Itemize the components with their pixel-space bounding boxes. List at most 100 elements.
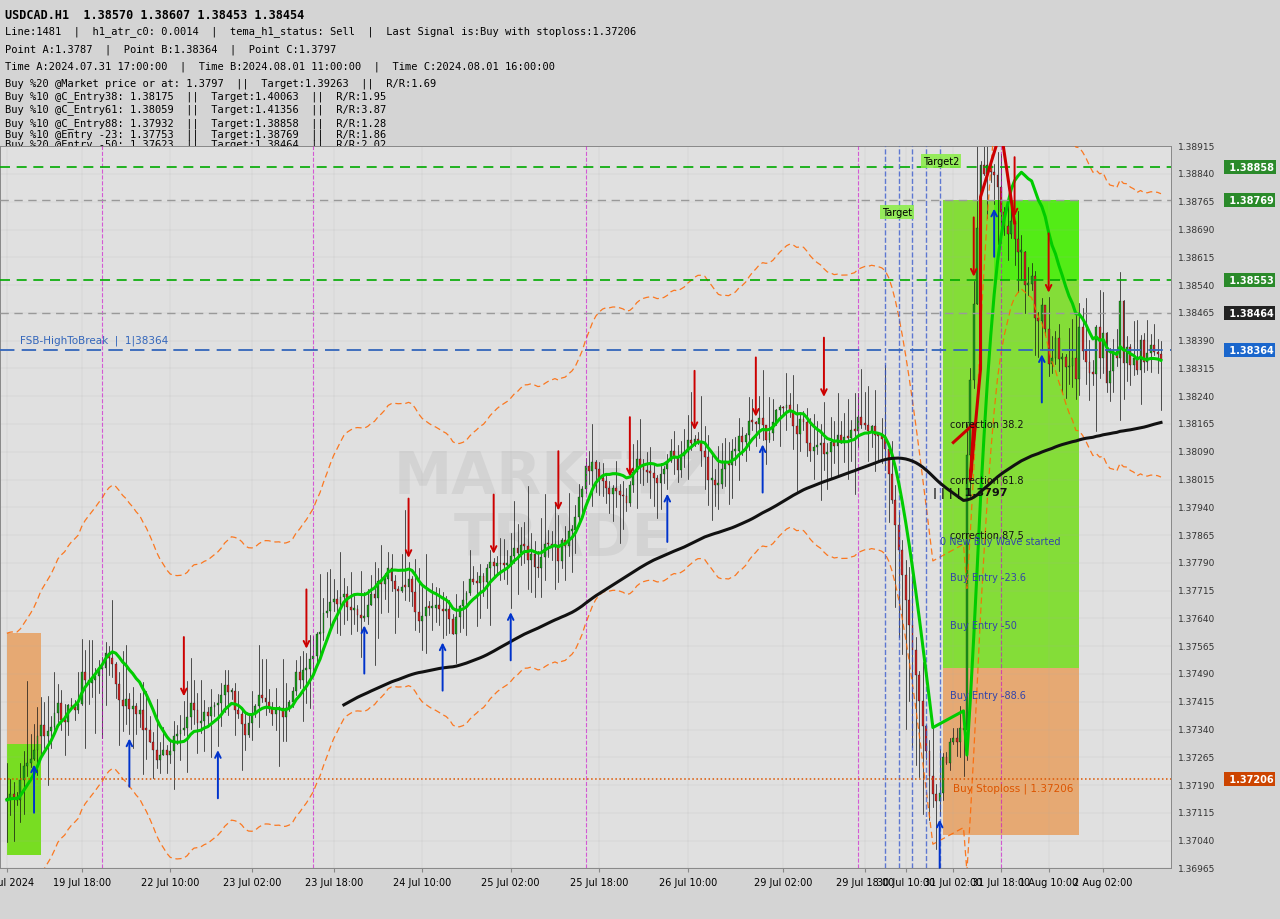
Bar: [503, 563, 504, 566]
Bar: [649, 471, 652, 473]
Bar: [979, 165, 982, 229]
Bar: [540, 557, 543, 569]
Bar: [708, 458, 709, 481]
Bar: [1147, 354, 1148, 362]
Bar: [452, 619, 453, 634]
Bar: [387, 569, 389, 579]
Text: 1.37340: 1.37340: [1178, 725, 1215, 734]
Text: 1.37490: 1.37490: [1178, 670, 1215, 679]
Bar: [302, 670, 303, 680]
Text: 1.38364: 1.38364: [1226, 346, 1274, 356]
Bar: [632, 472, 634, 486]
Bar: [1126, 347, 1128, 364]
Bar: [881, 437, 883, 440]
Bar: [306, 668, 307, 670]
Bar: [244, 724, 246, 735]
Bar: [148, 730, 151, 743]
Bar: [799, 419, 801, 434]
Bar: [758, 418, 760, 425]
Bar: [1065, 357, 1066, 369]
Text: 1.37790: 1.37790: [1178, 559, 1215, 568]
Text: 1.37415: 1.37415: [1178, 698, 1215, 707]
Bar: [922, 701, 924, 726]
Text: MARKETZI
TRADE: MARKETZI TRADE: [394, 448, 731, 567]
Bar: [278, 709, 280, 710]
Bar: [390, 569, 393, 582]
Bar: [499, 563, 502, 565]
Bar: [966, 456, 968, 731]
Bar: [963, 728, 964, 731]
Bar: [786, 405, 787, 409]
Bar: [677, 459, 678, 471]
Bar: [1139, 340, 1142, 370]
Bar: [97, 670, 100, 676]
Text: Time A:2024.07.31 17:00:00  |  Time B:2024.08.01 11:00:00  |  Time C:2024.08.01 : Time A:2024.07.31 17:00:00 | Time B:2024…: [5, 62, 556, 73]
Bar: [721, 470, 723, 485]
Bar: [411, 579, 413, 593]
Bar: [782, 407, 785, 409]
Bar: [788, 405, 791, 412]
Bar: [833, 442, 835, 447]
Bar: [296, 673, 297, 691]
Bar: [1055, 338, 1056, 358]
Text: | | | | 1.3797: | | | | 1.3797: [933, 487, 1007, 498]
Bar: [847, 437, 849, 438]
Bar: [667, 461, 668, 470]
Bar: [132, 707, 133, 709]
Text: 1.38690: 1.38690: [1178, 226, 1215, 234]
Bar: [1137, 358, 1138, 370]
Bar: [1028, 284, 1029, 286]
Bar: [108, 653, 110, 659]
Bar: [367, 606, 369, 617]
Text: Buy Entry -23.6: Buy Entry -23.6: [950, 572, 1025, 582]
Bar: [643, 467, 644, 471]
Bar: [731, 452, 733, 465]
Bar: [646, 471, 648, 472]
Bar: [237, 710, 239, 715]
Bar: [507, 563, 508, 566]
Bar: [1129, 347, 1132, 366]
Bar: [548, 543, 549, 545]
Bar: [74, 707, 76, 710]
Bar: [911, 626, 914, 651]
Bar: [517, 549, 518, 553]
Bar: [905, 575, 906, 600]
Bar: [745, 435, 746, 442]
Bar: [247, 723, 250, 735]
Bar: [618, 492, 621, 495]
Bar: [1112, 352, 1115, 371]
Bar: [370, 595, 372, 606]
Bar: [458, 607, 461, 618]
Bar: [628, 486, 631, 504]
Bar: [1102, 334, 1105, 359]
Bar: [636, 460, 637, 472]
Bar: [690, 440, 692, 444]
Text: Buy Entry -88.6: Buy Entry -88.6: [950, 691, 1025, 700]
Bar: [925, 726, 927, 751]
Bar: [230, 690, 233, 692]
Bar: [608, 488, 611, 494]
Text: 1.38315: 1.38315: [1178, 365, 1215, 373]
Bar: [538, 567, 539, 569]
Bar: [456, 618, 457, 634]
Bar: [227, 686, 229, 692]
Text: Buy %20 @Entry -50: 1.37623  ||  Target:1.38464  ||  R/R:2.02: Buy %20 @Entry -50: 1.37623 || Target:1.…: [5, 140, 387, 150]
Bar: [1034, 277, 1036, 319]
Bar: [166, 751, 168, 755]
Bar: [639, 460, 641, 467]
Text: Target100: 1.38464  |  Target 161: 1.38769  |  Target 261: 1.39263  |  Target 42: Target100: 1.38464 | Target 161: 1.38769…: [5, 162, 924, 173]
Bar: [714, 480, 716, 485]
Bar: [466, 594, 467, 600]
Bar: [37, 737, 38, 750]
Bar: [755, 423, 756, 425]
Bar: [146, 728, 147, 730]
Bar: [591, 463, 594, 471]
Bar: [425, 607, 426, 616]
Bar: [251, 715, 253, 723]
Bar: [598, 470, 600, 479]
Bar: [125, 699, 127, 707]
Bar: [497, 563, 498, 566]
Bar: [1092, 372, 1094, 375]
Bar: [673, 451, 675, 459]
Bar: [858, 417, 859, 432]
